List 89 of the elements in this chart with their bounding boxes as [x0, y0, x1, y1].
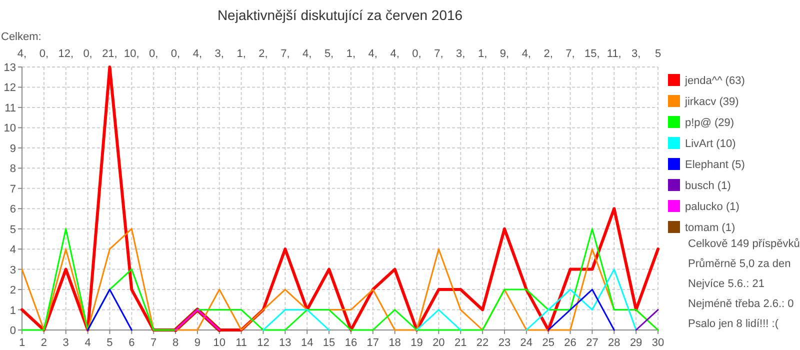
text: 4,	[522, 48, 532, 60]
x-tick-label: 16	[344, 337, 358, 349]
x-tick-label: 14	[300, 337, 314, 349]
x-tick-label: 13	[279, 337, 292, 349]
text: 12,	[58, 48, 74, 60]
text: Nejvíce 5.6.: 21	[688, 278, 764, 290]
text: Psalo jen 8 lidí!!! :(	[688, 318, 779, 330]
text: 4,	[302, 48, 312, 60]
text: 0,	[39, 48, 49, 60]
x-tick-label: 12	[257, 337, 270, 349]
y-tick-label: 4	[10, 244, 16, 256]
x-tick-label: 25	[542, 337, 554, 349]
x-tick-label: 10	[213, 337, 226, 349]
text: 4,	[192, 48, 202, 60]
y-tick-label: 13	[4, 62, 16, 74]
text: 9,	[500, 48, 510, 60]
text: 1,	[346, 48, 356, 60]
text: 10,	[124, 48, 140, 60]
legend-label: p!p@ (29)	[685, 117, 734, 129]
x-tick-label: 20	[432, 337, 445, 349]
x-tick-label: 24	[520, 337, 533, 349]
text: 15,	[584, 48, 600, 60]
legend-label: palucko (1)	[685, 201, 740, 213]
y-tick-label: 10	[4, 122, 16, 135]
text: 4,	[390, 48, 400, 60]
text: Celkově 149 příspěvků	[688, 238, 800, 250]
x-tick-label: 29	[630, 337, 642, 349]
x-tick-label: 18	[388, 337, 401, 349]
text: 5	[654, 48, 662, 60]
x-tick-label: 21	[454, 337, 467, 349]
y-tick-label: 5	[10, 224, 16, 236]
legend-label: Elephant (5)	[685, 159, 745, 171]
text: 2,	[258, 48, 268, 60]
y-tick-label: 7	[10, 183, 16, 196]
text: Průměrně 5,0 za den	[688, 258, 791, 270]
y-tick-label: 2	[10, 284, 16, 297]
text: 4,	[17, 48, 27, 60]
text: 5,	[324, 48, 334, 60]
y-tick-label: 12	[4, 82, 16, 94]
text: 0,	[148, 48, 158, 60]
y-tick-label: 9	[10, 142, 16, 155]
legend-label: busch (1)	[685, 180, 731, 192]
y-tick-label: 11	[4, 102, 16, 114]
x-tick-label: 15	[322, 337, 336, 349]
text: 7,	[434, 48, 444, 60]
text: 4,	[368, 48, 378, 60]
x-tick-label: 8	[172, 337, 179, 349]
y-tick-label: 0	[10, 325, 16, 337]
x-tick-label: 23	[498, 337, 511, 349]
text: 11,	[606, 48, 622, 60]
y-tick-label: 6	[10, 204, 16, 216]
text: 2,	[544, 48, 553, 60]
text: 3,	[456, 48, 466, 60]
text: 0,	[170, 48, 180, 60]
x-tick-label: 4	[84, 337, 91, 349]
x-tick-label: 26	[564, 337, 576, 349]
x-tick-label: 2	[40, 337, 47, 349]
x-tick-label: 5	[106, 337, 113, 349]
text: 7,	[566, 48, 575, 60]
y-tick-label: 3	[10, 264, 16, 276]
x-tick-label: 30	[652, 337, 664, 349]
legend-label: jenda^^ (63)	[684, 75, 745, 87]
text: 1,	[236, 48, 246, 60]
x-tick-label: 22	[476, 337, 489, 349]
x-tick-label: 9	[194, 337, 201, 349]
text: 7,	[280, 48, 290, 60]
text: Nejméně třeba 2.6.: 0	[688, 298, 794, 310]
text: 3,	[214, 48, 224, 60]
x-tick-label: 17	[366, 337, 380, 349]
text: 21,	[102, 48, 118, 60]
x-tick-label: 6	[128, 337, 135, 349]
text: 1,	[478, 48, 488, 60]
chart-title: Nejaktivnější diskutující za červen 2016	[217, 7, 463, 23]
text: Celkem:	[1, 31, 42, 43]
x-tick-label: 28	[608, 337, 620, 349]
text: 0,	[412, 48, 422, 60]
x-tick-label: 1	[18, 337, 26, 349]
y-tick-label: 1	[10, 304, 16, 317]
legend-label: LivArt (10)	[685, 138, 736, 150]
text: 0,	[83, 48, 92, 60]
x-tick-label: 27	[586, 337, 598, 349]
x-tick-label: 7	[150, 337, 157, 349]
text: 3,	[631, 48, 641, 60]
x-tick-label: 3	[62, 337, 69, 349]
legend-label: jirkacv (39)	[684, 96, 739, 108]
legend-label: tomam (1)	[685, 222, 736, 234]
x-tick-label: 11	[236, 337, 248, 349]
x-tick-label: 19	[410, 337, 423, 349]
y-tick-label: 8	[10, 163, 16, 176]
